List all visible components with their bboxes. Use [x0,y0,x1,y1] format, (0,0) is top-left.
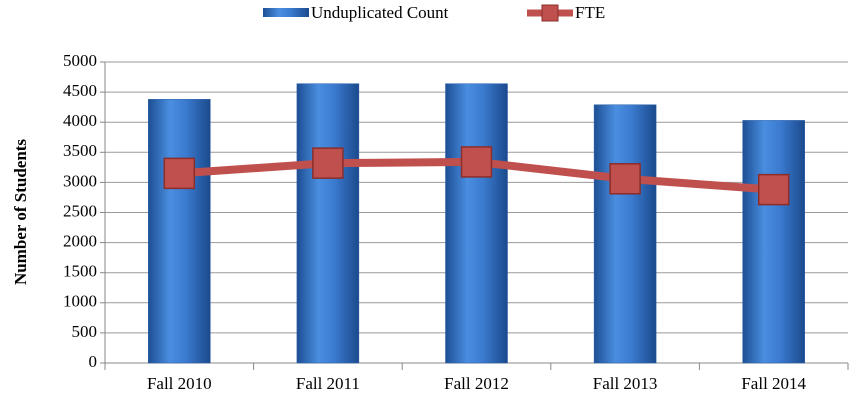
marker [163,157,196,190]
marker [609,163,641,195]
y-tick-label: 1500 [63,262,97,281]
y-tick-label: 3500 [63,141,97,160]
x-tick-label: Fall 2012 [444,374,509,393]
x-tick-label: Fall 2011 [296,374,360,393]
y-tick-label: 500 [72,322,98,341]
legend-swatch [541,4,559,22]
marker [460,146,493,178]
y-tick-label: 4000 [63,111,97,130]
bar [148,99,211,364]
bar [593,104,657,364]
bar [445,83,508,364]
y-tick-label: 4500 [63,81,97,100]
x-tick-label: Fall 2010 [147,374,212,393]
bar [742,120,805,364]
legend-swatch [263,8,309,17]
y-tick-label: 3000 [63,171,97,190]
bar [296,83,360,364]
y-tick-label: 2000 [63,232,97,251]
y-tick-label: 5000 [63,51,97,70]
y-tick-label: 1000 [63,292,97,311]
y-tick-label: 0 [89,352,98,371]
marker [757,173,790,206]
x-tick-label: Fall 2014 [741,374,806,393]
x-tick-label: Fall 2013 [593,374,658,393]
y-axis-label: Number of Students [11,139,30,285]
y-tick-label: 2500 [63,201,97,220]
legend-label: FTE [575,3,605,22]
marker [312,147,344,179]
legend-label: Unduplicated Count [311,3,449,22]
